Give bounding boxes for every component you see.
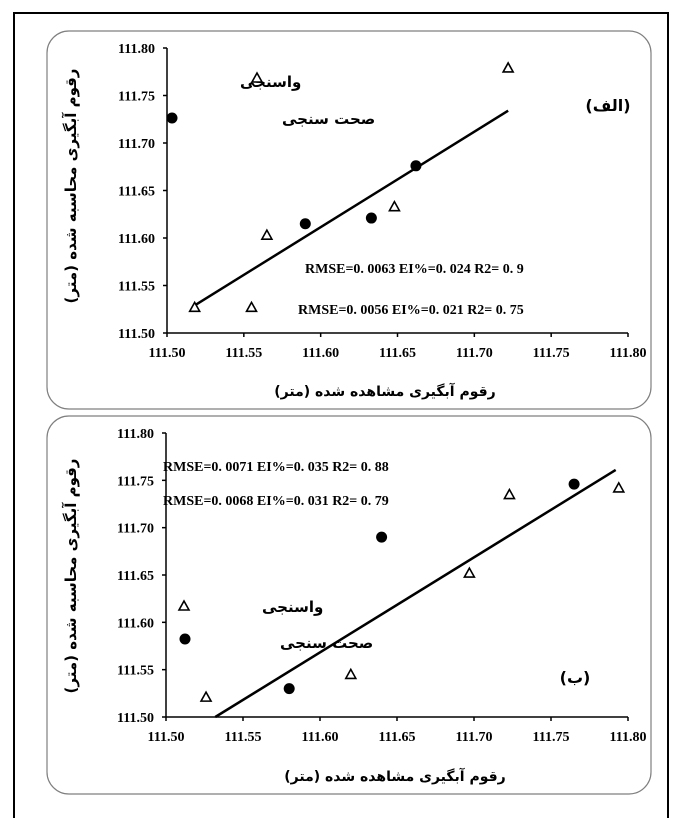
panel-beh-legend-calibration: واسنجی	[262, 598, 323, 616]
panel-alef-stats-1: RMSE=0. 0063 EI%=0. 024 R2= 0. 9	[305, 262, 524, 277]
panel-beh-y-tick-label: 111.80	[117, 427, 154, 442]
panel-alef-calibration-point	[245, 300, 258, 313]
panel-beh-y-tick-label: 111.60	[117, 616, 154, 631]
panel-alef-y-tick-label: 111.55	[118, 280, 155, 295]
panel-beh-legend-validation: صحت سنجی	[280, 634, 373, 652]
panel-alef-x-tick-label: 111.50	[149, 346, 186, 361]
figure-frame	[13, 12, 669, 818]
panel-alef-x-tick-label: 111.65	[379, 346, 416, 361]
panel-beh-x-tick-label: 111.60	[302, 730, 339, 745]
panel-alef-y-tick-label: 111.70	[118, 137, 155, 152]
panel-beh-trend-line	[214, 468, 617, 719]
panel-beh-stats-1: RMSE=0. 0071 EI%=0. 035 R2= 0. 88	[163, 460, 389, 475]
panel-beh-y-tick-label: 111.75	[117, 474, 154, 489]
panel-alef-calibration-point	[260, 228, 274, 240]
panel-beh-x-tick-label: 111.55	[225, 730, 262, 745]
panel-alef-calibration-point	[188, 300, 202, 313]
panel-beh-calibration-point	[503, 487, 516, 500]
panel-beh-y-tick-label: 111.65	[117, 569, 154, 584]
panel-alef-validation-point	[299, 218, 311, 230]
panel-alef-label: (الف)	[585, 96, 630, 115]
panel-alef-validation-point	[410, 160, 422, 172]
panel-alef-x-tick-label: 111.60	[302, 346, 339, 361]
panel-beh-ylabel: رقوم آبگیری محاسبه شده (متر)	[62, 459, 80, 694]
panel-beh-x-tick-label: 111.75	[533, 730, 570, 745]
panel-alef-y-tick-label: 111.50	[118, 327, 155, 342]
panel-beh-x-tick-label: 111.80	[610, 730, 647, 745]
panel-alef-x-tick-label: 111.55	[225, 346, 262, 361]
panel-alef-legend-validation: صحت سنجی	[282, 110, 375, 128]
panel-beh-validation-point	[283, 683, 295, 695]
panel-alef-y-tick-label: 111.80	[118, 42, 155, 57]
panel-beh-xlabel: رقوم آبگیری مشاهده شده (متر)	[284, 767, 505, 785]
panel-alef-legend-circle-marker	[166, 112, 178, 124]
panel-beh-x-tick-label: 111.50	[148, 730, 185, 745]
panel-alef-x-tick-label: 111.80	[610, 346, 647, 361]
panel-beh: (ب) رقوم آبگیری مشاهده شده (متر) رقوم آب…	[46, 415, 652, 795]
panel-alef-y-tick-label: 111.65	[118, 185, 155, 200]
panel-alef-y-tick-label: 111.75	[118, 90, 155, 105]
panel-beh-legend-triangle-marker	[177, 599, 191, 611]
panel-beh-stats-2: RMSE=0. 0068 EI%=0. 031 R2= 0. 79	[163, 494, 389, 509]
panel-alef-xlabel: رقوم آبگیری مشاهده شده (متر)	[274, 382, 495, 400]
panel-alef: (الف) رقوم آبگیری مشاهده شده (متر) رقوم …	[46, 30, 652, 410]
panel-beh-y-tick-label: 111.70	[117, 522, 154, 537]
panel-beh-x-tick-label: 111.65	[379, 730, 416, 745]
panel-beh-y-tick-label: 111.50	[117, 711, 154, 726]
panel-beh-calibration-point	[612, 481, 626, 493]
panel-beh-calibration-point	[344, 667, 358, 680]
panel-alef-x-tick-label: 111.75	[533, 346, 570, 361]
panel-alef-x-tick-label: 111.70	[456, 346, 493, 361]
panel-alef-stats-2: RMSE=0. 0056 EI%=0. 021 R2= 0. 75	[298, 303, 524, 318]
panel-alef-border	[46, 30, 652, 410]
panel-alef-legend-calibration: واسنجی	[240, 73, 301, 91]
panel-beh-x-tick-label: 111.70	[456, 730, 493, 745]
panel-beh-calibration-point	[463, 566, 476, 578]
panel-beh-legend-circle-marker	[179, 633, 191, 645]
panel-alef-calibration-point	[501, 61, 515, 73]
panel-alef-calibration-point	[388, 200, 401, 212]
panel-beh-label: (ب)	[560, 668, 591, 687]
panel-beh-border	[46, 415, 652, 795]
panel-alef-ylabel: رقوم آبگیری محاسبه شده (متر)	[62, 69, 80, 304]
panel-alef-trend-line	[194, 109, 509, 307]
panel-alef-y-tick-label: 111.60	[118, 232, 155, 247]
panel-beh-validation-point	[376, 531, 388, 543]
panel-alef-legend-triangle-marker	[250, 71, 264, 83]
panel-beh-calibration-point	[199, 690, 213, 702]
panel-alef-validation-point	[365, 212, 377, 224]
panel-beh-validation-point	[568, 478, 580, 490]
panel-beh-y-tick-label: 111.55	[117, 664, 154, 679]
